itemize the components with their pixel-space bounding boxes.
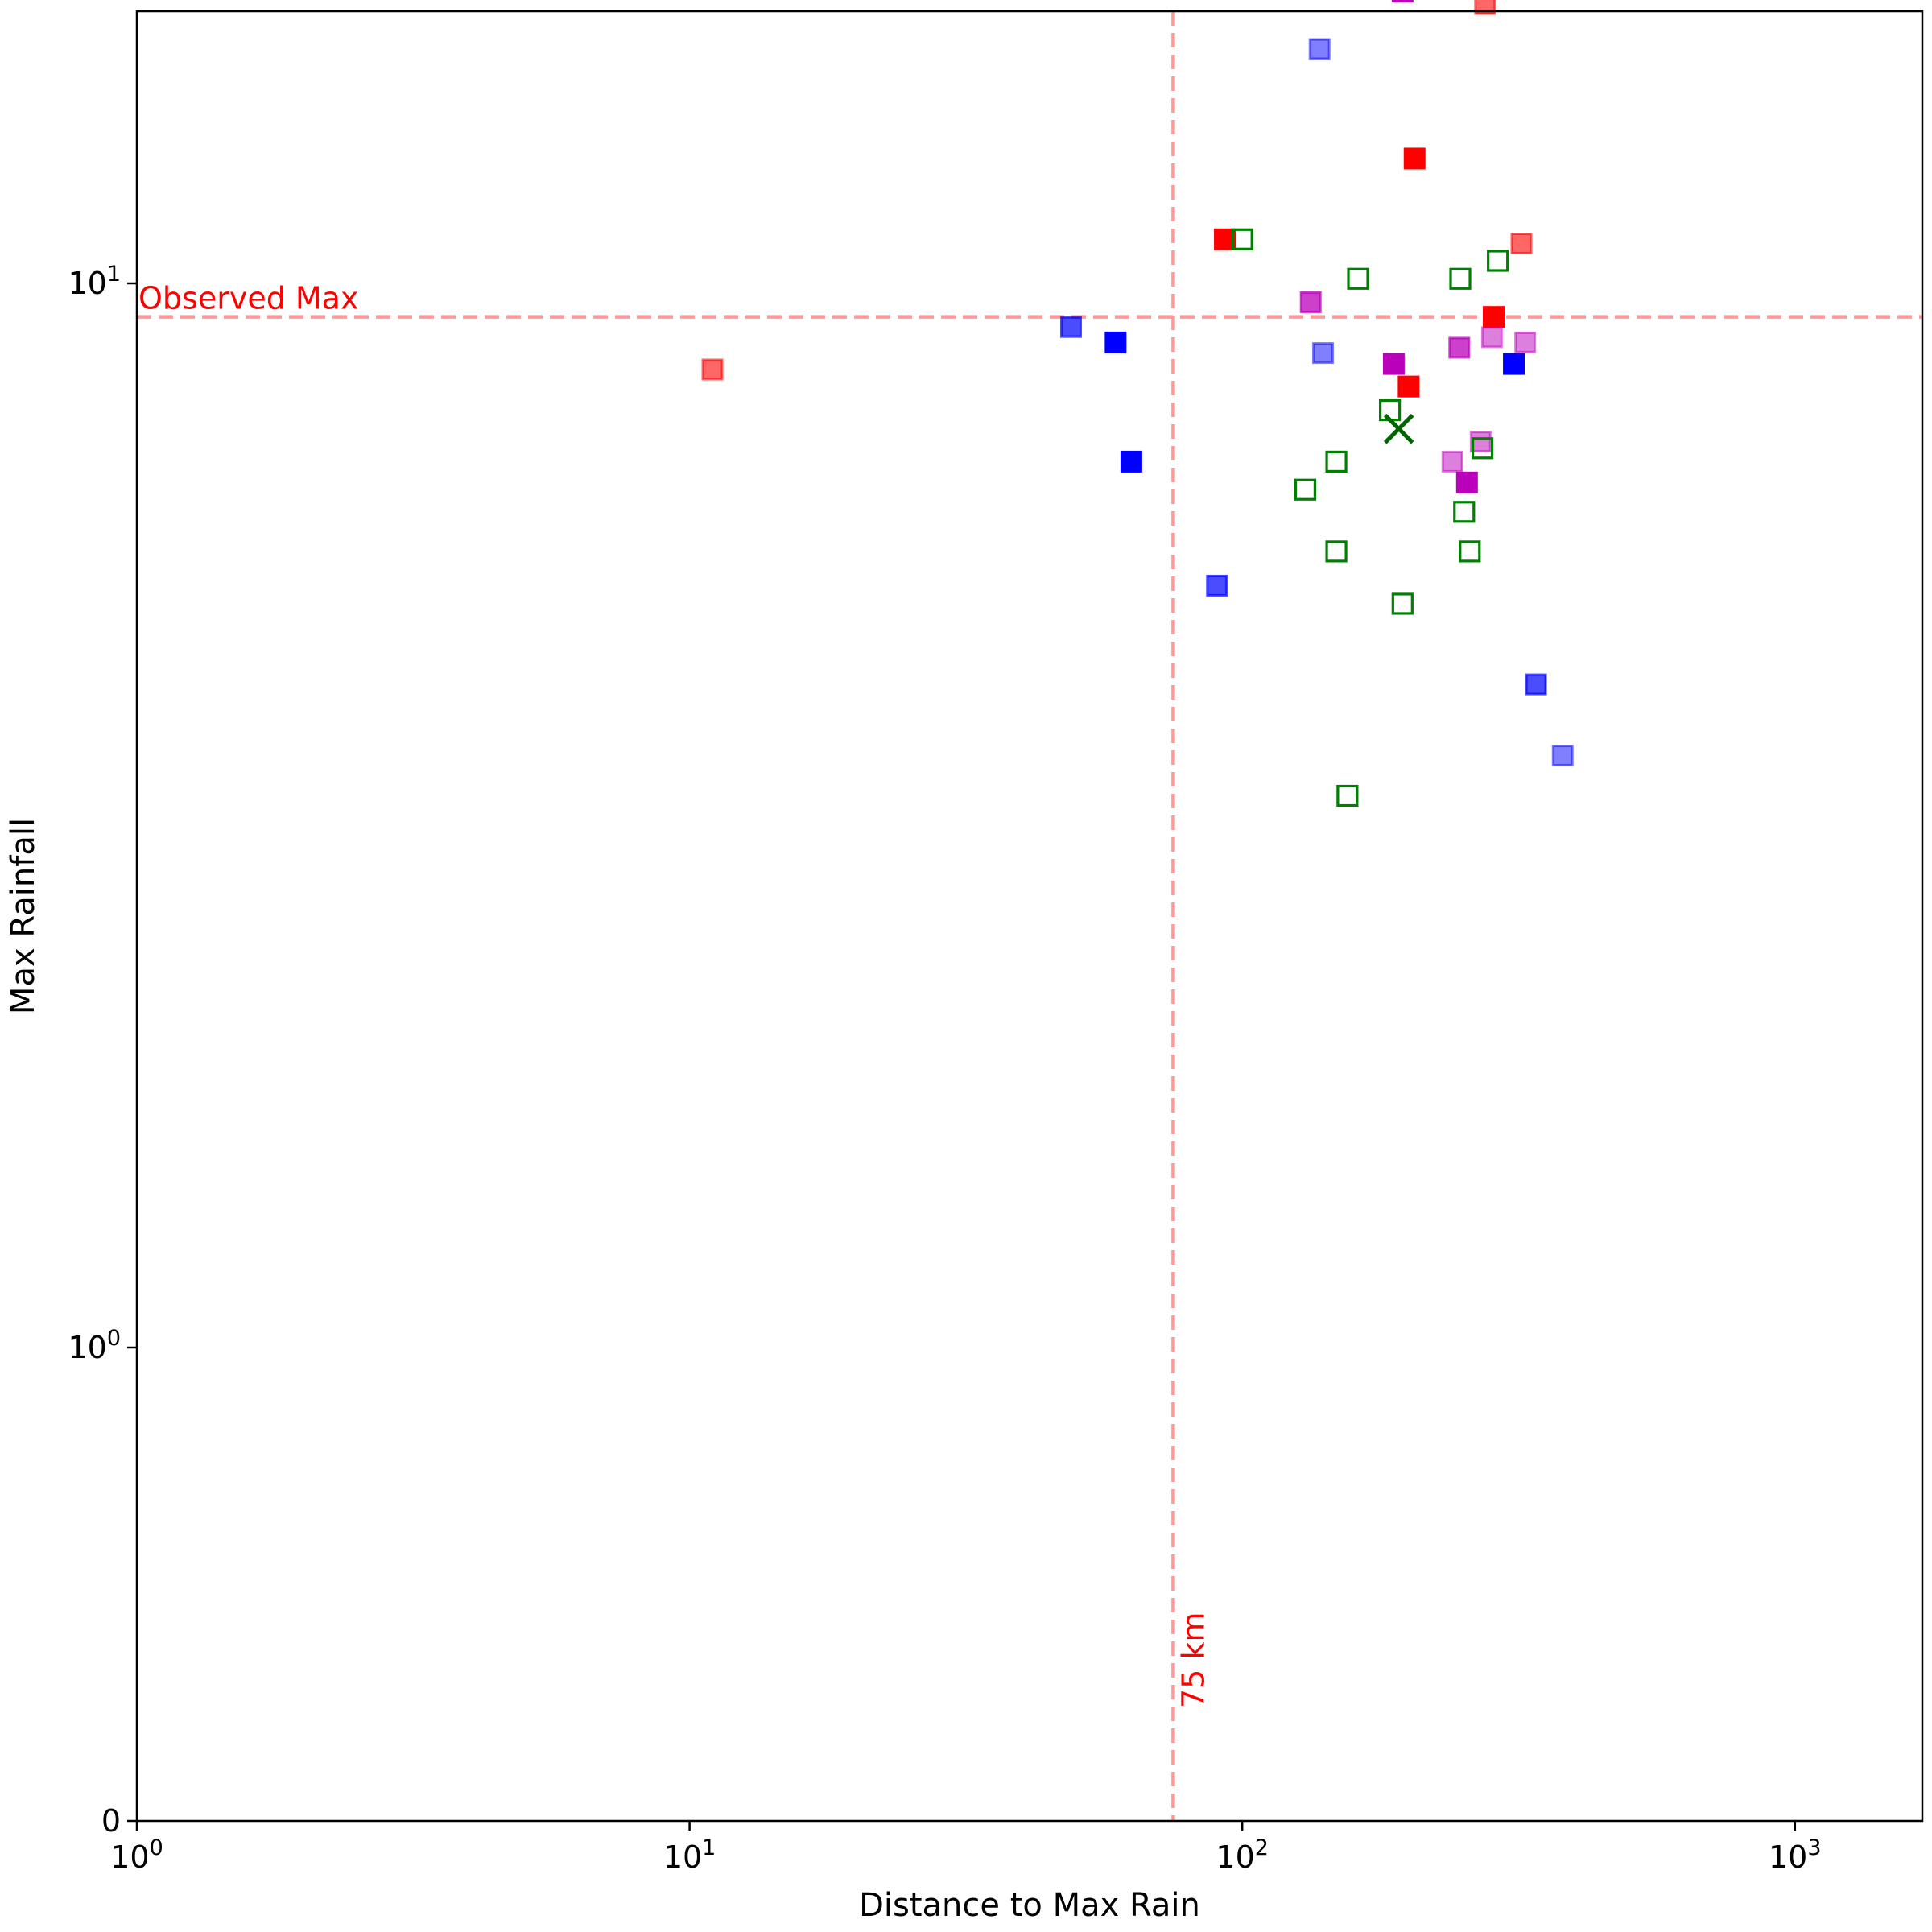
data-point xyxy=(1510,233,1533,255)
data-point xyxy=(1120,450,1142,473)
data-point xyxy=(1379,398,1402,422)
data-point xyxy=(1391,592,1414,615)
data-point xyxy=(1480,326,1503,349)
x-tick-label: 103 xyxy=(1769,1835,1822,1875)
data-point xyxy=(1403,147,1426,170)
distance-threshold-label: 75 km xyxy=(1175,1612,1211,1708)
data-point xyxy=(1206,574,1228,597)
x-axis-title: Distance to Max Rain xyxy=(859,1887,1200,1924)
data-point xyxy=(1551,745,1574,767)
data-point xyxy=(1382,353,1405,375)
data-point xyxy=(1514,331,1537,353)
data-point xyxy=(1347,267,1369,290)
data-point xyxy=(1441,450,1463,473)
y-axis-ticks: 0 100 101 xyxy=(68,262,137,1839)
reference-lines xyxy=(137,11,1922,1821)
y-tick-label: 0 xyxy=(101,1803,121,1839)
x-axis-ticks: 100 101 102 103 xyxy=(110,1821,1822,1875)
data-point xyxy=(1104,331,1127,353)
data-point xyxy=(1397,375,1420,398)
data-point xyxy=(1308,38,1331,60)
data-point xyxy=(1391,0,1414,3)
y-tick-label: 101 xyxy=(68,262,121,301)
data-point xyxy=(1449,267,1472,290)
x-tick-label: 100 xyxy=(110,1835,163,1875)
x-tick-label: 102 xyxy=(1216,1835,1269,1875)
data-point xyxy=(1482,306,1505,328)
y-axis-title: Max Rainfall xyxy=(5,818,42,1014)
data-point xyxy=(1471,437,1494,460)
data-point xyxy=(1059,316,1082,338)
data-point xyxy=(1459,540,1481,563)
y-tick-label: 100 xyxy=(68,1326,121,1365)
data-points xyxy=(701,0,1574,807)
data-point xyxy=(1325,450,1348,473)
x-tick-label: 101 xyxy=(663,1835,716,1875)
data-point xyxy=(1448,336,1471,359)
plot-frame xyxy=(135,10,1924,1823)
data-point xyxy=(701,358,724,381)
data-point xyxy=(1455,471,1478,493)
data-point xyxy=(1469,431,1492,453)
data-point xyxy=(1294,478,1317,501)
data-point xyxy=(1336,784,1359,807)
data-point xyxy=(1453,501,1476,523)
data-point xyxy=(1231,228,1253,250)
data-point xyxy=(1487,250,1509,272)
data-point xyxy=(1299,291,1322,313)
data-point xyxy=(1312,342,1335,365)
data-point xyxy=(1325,540,1348,563)
mean-x-marker xyxy=(1383,413,1414,444)
data-point xyxy=(1525,673,1547,696)
observed-max-label: Observed Max xyxy=(138,281,358,316)
data-point xyxy=(1214,228,1236,250)
data-point xyxy=(1503,353,1525,375)
